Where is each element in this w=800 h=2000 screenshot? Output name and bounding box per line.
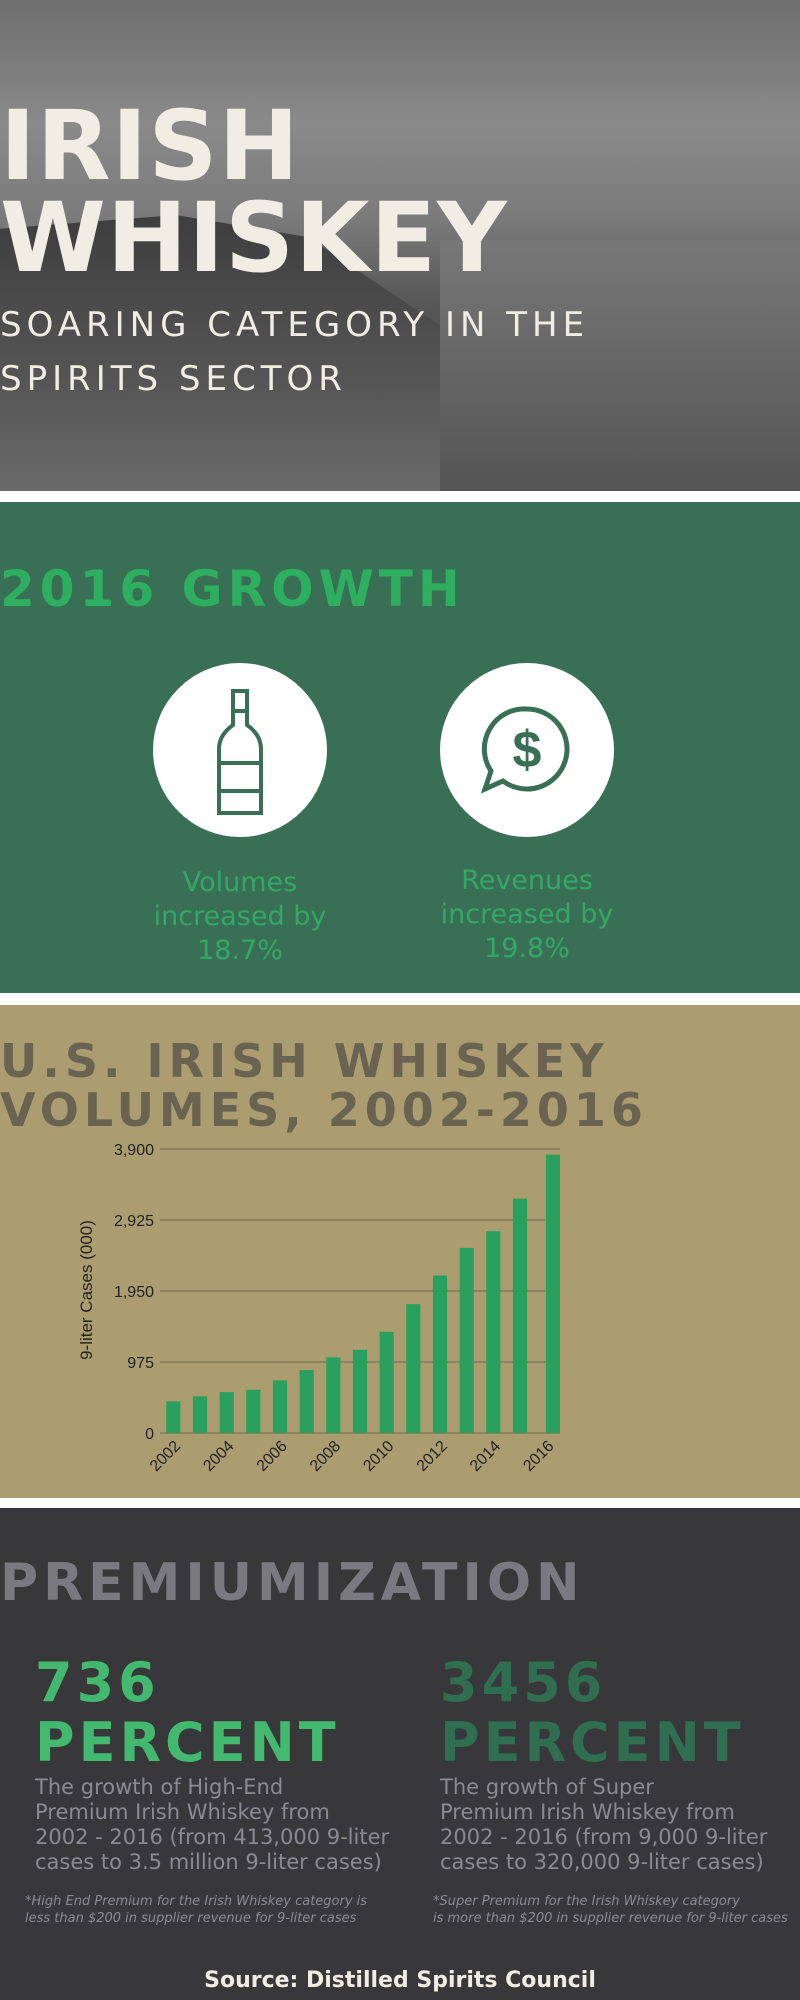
hero-title-line2: WHISKEY (0, 182, 508, 294)
svg-text:$: $ (513, 721, 542, 779)
super-premium-number: 3456 (440, 1651, 607, 1714)
bar-2006 (272, 1380, 288, 1433)
x-tick-label: 2004 (200, 1438, 237, 1475)
bar-2009 (352, 1349, 368, 1433)
x-tick-label: 2012 (414, 1438, 451, 1475)
y-tick-label: 975 (127, 1355, 154, 1372)
high-end-unit: PERCENT (35, 1711, 340, 1774)
volumes-title-line2: VOLUMES, 2002-2016 (0, 1083, 648, 1137)
volumes-growth-text: Volumes increased by 18.7% (153, 867, 327, 966)
bar-2012 (432, 1275, 448, 1433)
y-tick-label: 0 (145, 1426, 154, 1443)
bar-2014 (486, 1231, 501, 1433)
bar-2011 (406, 1304, 421, 1433)
growth-title: 2016 GROWTH (0, 560, 465, 618)
revenues-growth-text: Revenues increased by 19.8% (440, 865, 614, 964)
y-tick-label: 3,900 (114, 1142, 154, 1159)
bar-2015 (512, 1198, 528, 1433)
hero-title-line1: IRISH (0, 90, 300, 202)
growth-section (0, 502, 800, 993)
high-end-number: 736 (35, 1651, 160, 1714)
y-tick-label: 1,950 (114, 1284, 154, 1301)
super-premium-footnote: *Super Premium for the Irish Whiskey cat… (433, 1894, 788, 1926)
dollar-speech-bubble-icon: $ (440, 663, 614, 837)
bar-2003 (192, 1396, 208, 1433)
hero-section (0, 0, 800, 491)
y-axis-label: 9-liter Cases (000) (77, 1220, 96, 1360)
bar-2008 (326, 1357, 341, 1433)
high-end-footnote: *High End Premium for the Irish Whiskey … (25, 1894, 368, 1926)
bottle-icon (153, 663, 327, 837)
x-tick-label: 2014 (467, 1438, 504, 1475)
bar-2002 (166, 1401, 181, 1433)
x-tick-label: 2002 (147, 1438, 184, 1475)
bar-2004 (219, 1392, 234, 1433)
hero-subtitle-line1: SOARING CATEGORY IN THE (0, 305, 590, 345)
bar-2010 (379, 1331, 394, 1433)
y-tick-label: 2,925 (114, 1213, 154, 1230)
x-tick-label: 2016 (520, 1438, 557, 1475)
sea-background (440, 240, 800, 491)
premiumization-title: PREMIUMIZATION (0, 1553, 585, 1613)
bar-2005 (246, 1389, 261, 1433)
x-tick-label: 2008 (307, 1438, 344, 1475)
volumes-bar-chart: 0 975 1,950 2,925 3,900 2002 2004 2006 2008 2010 2… (77, 1142, 560, 1475)
source-credit: Source: Distilled Spirits Council (204, 1968, 596, 1993)
high-end-description: The growth of High-End Premium Irish Whis… (35, 1775, 390, 1874)
super-premium-description: The growth of Super Premium Irish Whiskey… (440, 1775, 768, 1874)
hero-subtitle-line2: SPIRITS SECTOR (0, 359, 347, 399)
volumes-title-line1: U.S. IRISH WHISKEY (0, 1034, 609, 1088)
bar-2013 (459, 1247, 474, 1433)
x-tick-label: 2010 (360, 1438, 397, 1475)
premiumization-section (0, 1508, 800, 2000)
super-premium-unit: PERCENT (440, 1711, 745, 1774)
x-tick-label: 2006 (254, 1438, 291, 1475)
bar-2016 (545, 1154, 560, 1433)
volumes-section (0, 1005, 800, 1498)
bar-2007 (299, 1370, 314, 1433)
